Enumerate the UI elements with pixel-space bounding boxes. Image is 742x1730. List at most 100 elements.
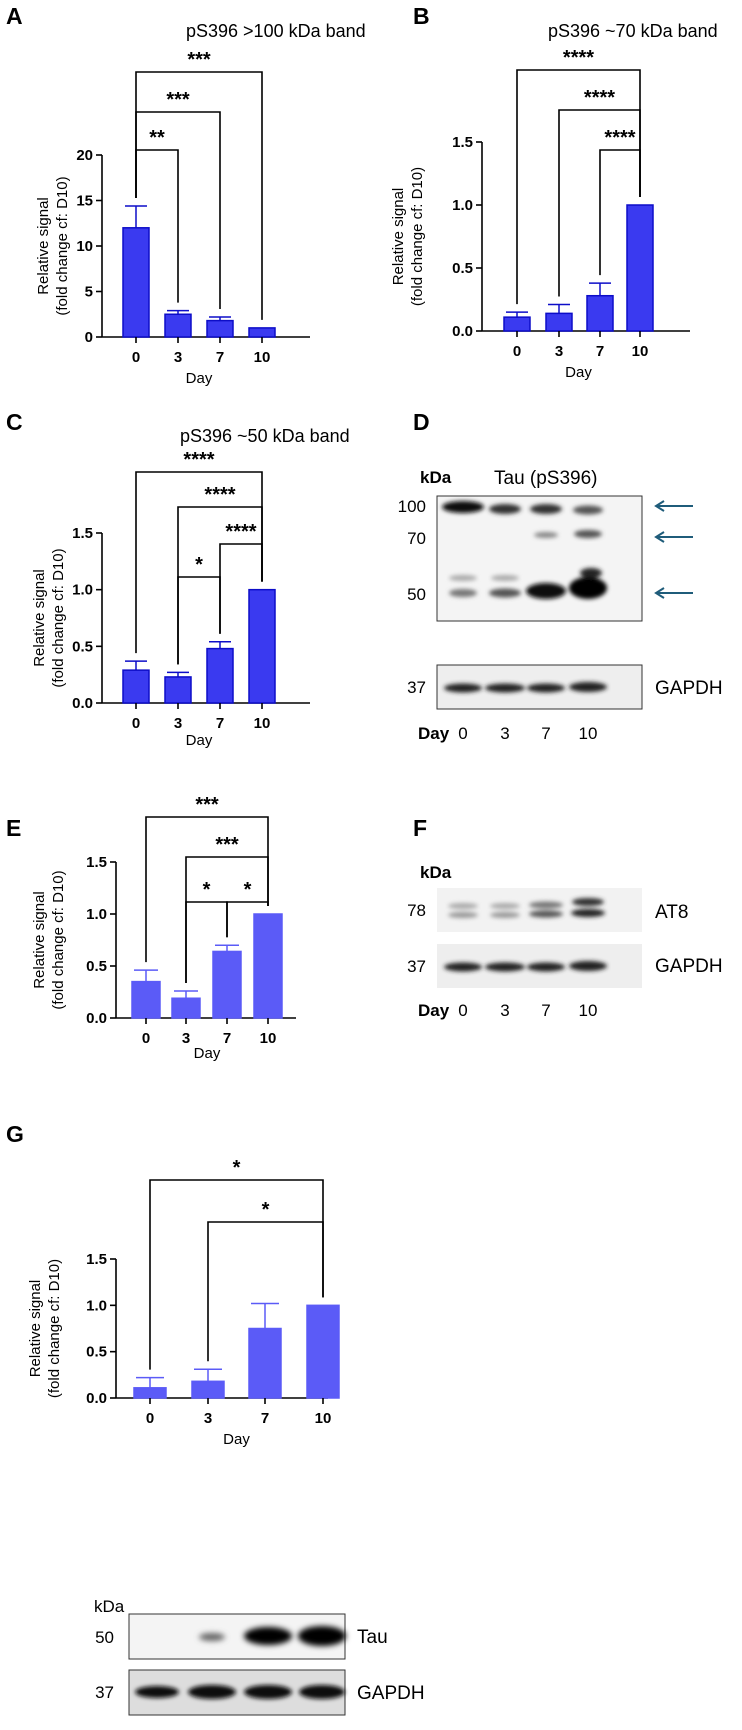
blot-d-day-label: Day — [418, 724, 450, 743]
chart-c-x-tick-label: 3 — [174, 715, 182, 732]
chart-a-y-tick-label: 20 — [76, 147, 93, 164]
blot-g-tau-bands — [199, 1626, 346, 1646]
chart-a-bar — [248, 327, 276, 338]
blot-d-bands-70 — [534, 530, 602, 538]
chart-e-y-tick-label: 1.0 — [86, 906, 107, 923]
blot-d-marker-37: 37 — [407, 678, 426, 697]
blot-d-marker-50: 50 — [407, 585, 426, 604]
chart-b-bar — [545, 312, 573, 332]
chart-g-y-label: Relative signal — [27, 1280, 44, 1378]
panel-label-g: G — [6, 1121, 24, 1147]
chart-e-x-label: Day — [194, 1045, 221, 1062]
chart-e-sig-label: * — [203, 879, 211, 901]
panel-label-a: A — [6, 3, 23, 29]
chart-e-y-label: Relative signal — [31, 891, 48, 989]
blot-panel-d: kDa Tau (pS396) 100 70 50 — [398, 468, 723, 743]
chart-panel-a: pS396 >100 kDa band 0 5 10 15 20 0 3 7 10 Day Relat… — [35, 21, 366, 387]
chart-b-sig-bracket — [516, 69, 641, 305]
blot-g-marker-50: 50 — [95, 1628, 114, 1647]
blot-f-day-label: Day — [418, 1001, 450, 1020]
blot-f-at8-bands — [448, 898, 605, 918]
chart-g-x-tick-label: 3 — [204, 1410, 212, 1427]
blot-f-gapdh-label: GAPDH — [655, 956, 723, 977]
panel-label-b: B — [413, 3, 430, 29]
chart-g-y-tick-label: 1.0 — [86, 1297, 107, 1314]
chart-b-x-label: Day — [565, 364, 592, 381]
chart-b-y-tick-label: 0.0 — [452, 323, 473, 340]
chart-g-y-tick-label: 0.0 — [86, 1390, 107, 1407]
chart-g-x-tick-label: 10 — [315, 1410, 332, 1427]
chart-c-y-label: Relative signal — [31, 569, 48, 667]
blot-d-day-10: 10 — [579, 724, 598, 743]
chart-g-bar — [248, 1327, 282, 1399]
chart-b-y-label: Relative signal — [390, 188, 407, 286]
chart-a-bar — [206, 319, 234, 338]
chart-g-y-label: (fold change cf: D10) — [46, 1259, 63, 1398]
chart-e-y-tick-label: 1.5 — [86, 854, 107, 871]
chart-panel-b: pS396 ~70 kDa band 0.0 0.5 1.0 1.5 0 3 7 10 Day Re… — [390, 21, 718, 381]
chart-c-y-tick-label: 1.5 — [72, 525, 93, 542]
chart-c-sig-label: **** — [183, 449, 214, 471]
chart-a-bar — [122, 227, 150, 338]
chart-panel-g: 0.0 0.5 1.0 1.5 0 3 7 10 Day Relative signal (fold… — [27, 1157, 340, 1448]
blot-g-gapdh-bands — [135, 1685, 345, 1699]
chart-b-sig-label: **** — [584, 87, 615, 109]
chart-a-y-tick-label: 15 — [76, 193, 93, 210]
blot-panel-g: kDa 50 Tau 37 GAPDH — [94, 1597, 425, 1716]
chart-c-x-tick-label: 0 — [132, 715, 140, 732]
chart-g-x-label: Day — [223, 1431, 250, 1448]
blot-f-at8-membrane — [437, 888, 642, 932]
chart-e-x-tick-label: 10 — [260, 1030, 277, 1047]
chart-c-sig-bracket — [135, 471, 263, 654]
chart-c-sig-label: **** — [204, 484, 235, 506]
blot-f-marker-37: 37 — [407, 957, 426, 976]
chart-b-y-tick-label: 0.5 — [452, 260, 473, 277]
blot-d-title: Tau (pS396) — [494, 468, 598, 489]
blot-d-gapdh-label: GAPDH — [655, 678, 723, 699]
chart-a-x-tick-label: 3 — [174, 349, 182, 366]
blot-f-day-0: 0 — [458, 1001, 467, 1020]
chart-e-y-tick-label: 0.0 — [86, 1010, 107, 1027]
chart-c-bar — [122, 669, 150, 704]
panel-label-f: F — [413, 815, 427, 841]
chart-a-y-label: Relative signal — [35, 197, 52, 295]
chart-c-bar — [164, 676, 192, 704]
chart-e-sig-label: * — [244, 879, 252, 901]
blot-d-bands-100 — [442, 501, 603, 515]
chart-a-bar — [164, 313, 192, 338]
blot-panel-f: kDa 78 AT8 37 GAPDH Day 0 3 7 10 — [407, 863, 723, 1020]
chart-g-sig-label: * — [233, 1157, 241, 1179]
chart-g-sig-bracket — [149, 1179, 324, 1370]
chart-g-y-tick-label: 1.5 — [86, 1251, 107, 1268]
chart-b-bar — [626, 204, 654, 332]
blot-g-kda-label: kDa — [94, 1597, 125, 1616]
chart-g-bar — [133, 1387, 167, 1399]
chart-a-y-tick-label: 5 — [85, 284, 93, 301]
chart-g-x-tick-label: 0 — [146, 1410, 154, 1427]
blot-d-day-7: 7 — [541, 724, 550, 743]
panel-label-d: D — [413, 409, 430, 435]
chart-e-x-tick-label: 0 — [142, 1030, 150, 1047]
blot-d-main-membrane — [436, 495, 643, 622]
chart-c-bar — [248, 588, 276, 704]
panel-label-e: E — [6, 815, 21, 841]
chart-b-x-tick-label: 7 — [596, 343, 604, 360]
blot-f-day-7: 7 — [541, 1001, 550, 1020]
chart-e-bar — [212, 950, 242, 1019]
chart-g-sig-label: * — [262, 1199, 270, 1221]
blot-d-kda-label: kDa — [420, 468, 452, 487]
chart-a-x-label: Day — [186, 370, 213, 387]
chart-c-y-tick-label: 0.0 — [72, 695, 93, 712]
chart-b-sig-label: **** — [563, 47, 594, 69]
chart-g-y-tick-label: 0.5 — [86, 1344, 107, 1361]
blot-d-marker-100: 100 — [398, 497, 426, 516]
blot-d-bands-50 — [449, 568, 607, 599]
chart-e-bar — [131, 980, 161, 1019]
blot-f-day-3: 3 — [500, 1001, 509, 1020]
panel-label-c: C — [6, 409, 23, 435]
chart-b-bar — [503, 316, 531, 332]
blot-f-gapdh-bands — [444, 961, 607, 972]
chart-e-y-tick-label: 0.5 — [86, 958, 107, 975]
chart-a-y-tick-label: 0 — [85, 329, 93, 346]
